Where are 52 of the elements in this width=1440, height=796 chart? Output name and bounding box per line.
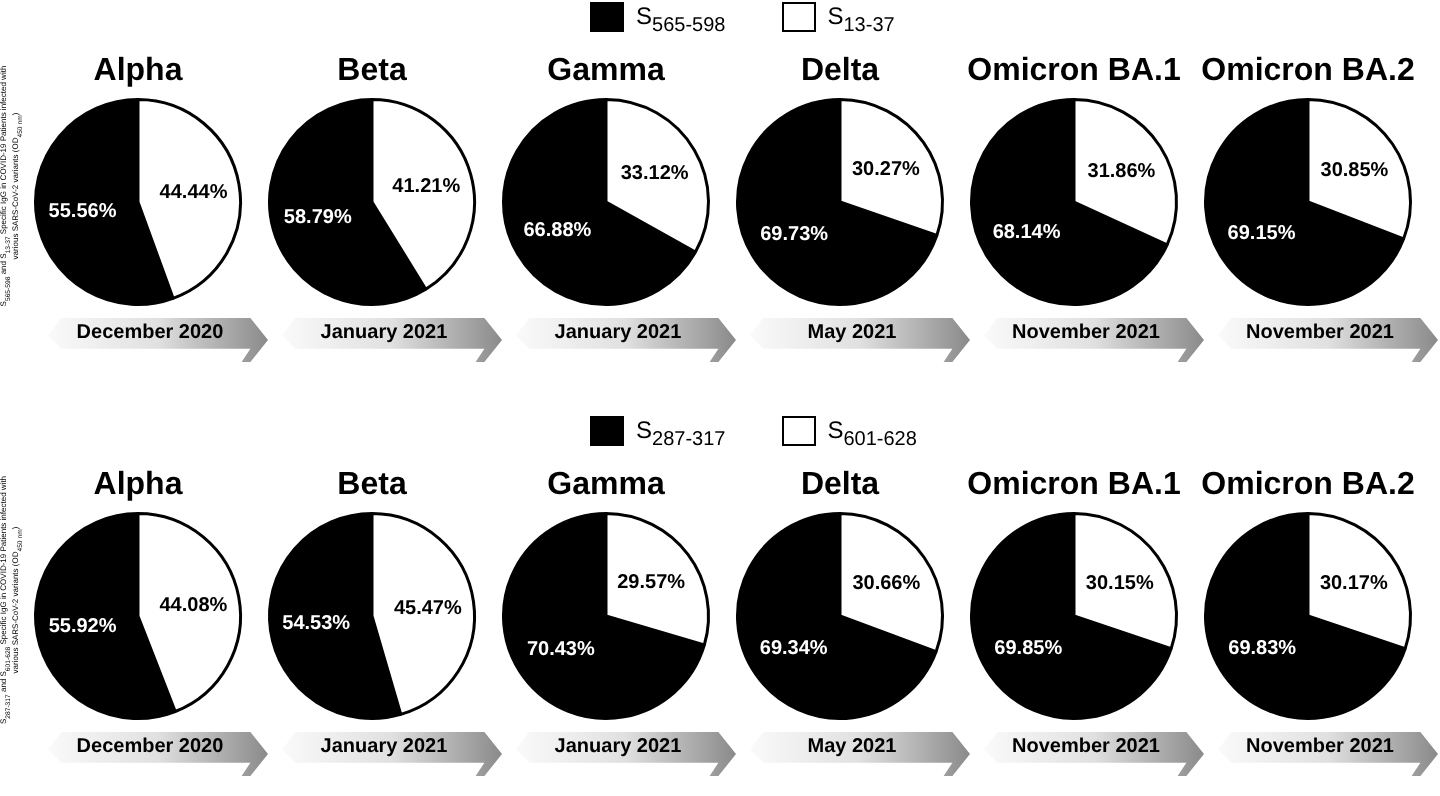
data-label: 31.86% [1087, 161, 1156, 184]
data-label: 55.92% [48, 615, 117, 638]
text: May 2021 [805, 320, 899, 348]
chart-title: Beta [335, 54, 409, 90]
data-label: 30.66% [852, 573, 921, 596]
data-label: 66.88% [523, 220, 592, 243]
chart-title: Delta [798, 468, 882, 504]
text: November 2021 [1010, 734, 1162, 762]
legend-label: S$_{287-317}$ [634, 416, 726, 451]
data-label: 70.43% [526, 639, 595, 662]
data-label: 69.85% [994, 638, 1063, 661]
chart-title: Delta [798, 54, 882, 90]
data-label: 30.17% [1319, 572, 1388, 595]
data-label: 69.34% [759, 637, 828, 660]
data-label: 30.15% [1085, 572, 1154, 595]
data-label: 33.12% [620, 162, 689, 185]
data-label: 44.08% [159, 595, 228, 618]
text: December 2020 [74, 734, 226, 762]
text: May 2021 [805, 734, 899, 762]
data-label: 30.85% [1320, 159, 1389, 182]
text: January 2021 [552, 320, 684, 348]
data-label: 41.21% [392, 176, 461, 199]
chart-title: Alpha [91, 54, 185, 90]
chart-title: Omicron BA.2 [1199, 468, 1417, 504]
chart-title: Beta [335, 468, 409, 504]
data-label: 55.56% [48, 201, 117, 224]
data-label: 68.14% [992, 221, 1061, 244]
chart-title: Omicron BA.1 [965, 54, 1183, 90]
data-label: 58.79% [283, 206, 352, 229]
data-label: 54.53% [282, 613, 351, 636]
text: January 2021 [318, 320, 450, 348]
data-label: 45.47% [393, 597, 462, 620]
text: January 2021 [318, 734, 450, 762]
text: December 2020 [74, 320, 226, 348]
text: November 2021 [1010, 320, 1162, 348]
chart-title: Omicron BA.2 [1199, 54, 1417, 90]
data-label: 69.83% [1228, 638, 1297, 661]
data-label: 29.57% [617, 571, 686, 594]
legend-label: S$_{565-598}$ [634, 2, 726, 37]
chart-title: Alpha [91, 468, 185, 504]
text: November 2021 [1244, 734, 1396, 762]
text: November 2021 [1244, 320, 1396, 348]
data-label: 30.27% [851, 158, 921, 181]
text: Gamma [545, 468, 667, 504]
legend-label: S$_{13-37}$ [825, 2, 895, 37]
data-label: 69.73% [760, 224, 829, 247]
chart-title: Omicron BA.1 [965, 468, 1183, 504]
legend-label: S$_{601-628}$ [825, 416, 917, 451]
data-label: 69.15% [1227, 223, 1296, 246]
text: Gamma [545, 54, 667, 90]
text: January 2021 [552, 734, 684, 762]
data-label: 44.44% [159, 181, 228, 204]
